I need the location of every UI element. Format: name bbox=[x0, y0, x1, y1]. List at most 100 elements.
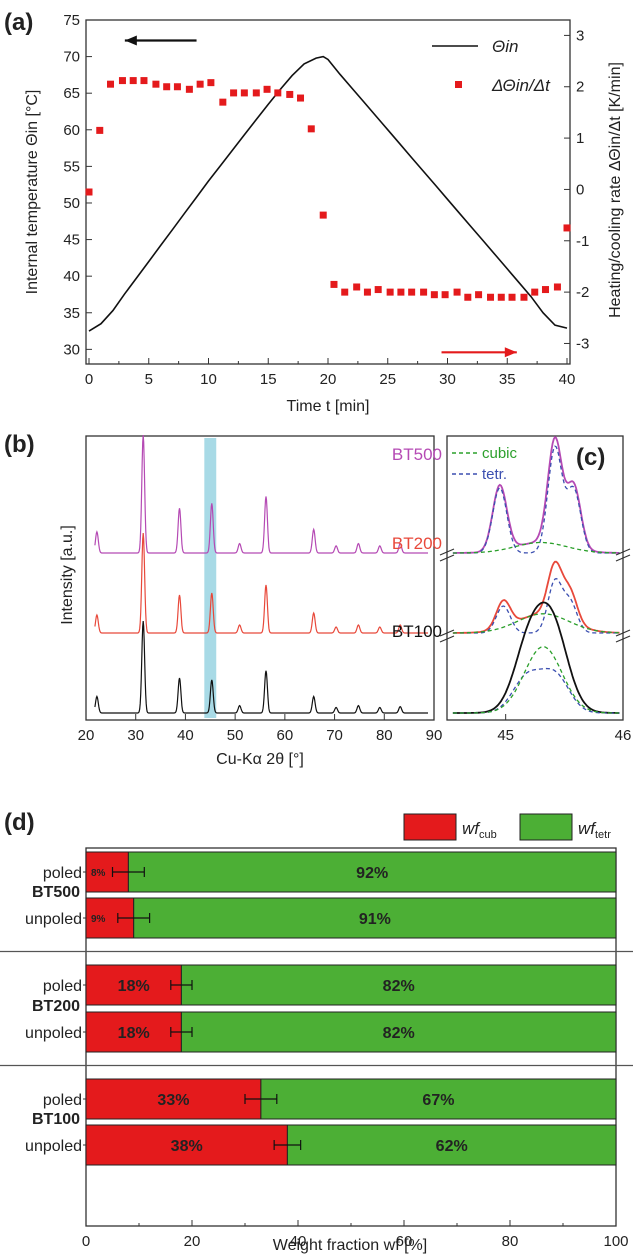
series-point-rate bbox=[219, 98, 227, 106]
panel-b-frame bbox=[85, 435, 435, 721]
panel-a-y2label: Heating/cooling rate ΔΘin/Δt [K/min] bbox=[607, 62, 624, 318]
panel-a-ylabel: Internal temperature Θin [°C] bbox=[24, 90, 41, 295]
legend-swatch-tetr bbox=[519, 813, 573, 841]
highlight-band bbox=[204, 438, 217, 718]
a-xtick-label: 35 bbox=[499, 371, 516, 388]
a-y2tick-label: 2 bbox=[576, 79, 584, 96]
a-xtick-label: 30 bbox=[439, 371, 456, 388]
b-xtick-label: 60 bbox=[277, 727, 294, 744]
pattern-BT500 bbox=[94, 434, 428, 554]
arrow-head bbox=[504, 347, 517, 358]
c-xtick-label: 46 bbox=[615, 727, 632, 744]
bar-tetr bbox=[133, 897, 617, 939]
panel-d: (d) wfcub wftetr 8% 92% poled 9% 91% unpoled B… bbox=[0, 809, 633, 1254]
a-y2tick-label: -2 bbox=[576, 284, 589, 301]
series-point-rate bbox=[185, 85, 193, 93]
a-xtick-label: 0 bbox=[85, 371, 93, 388]
c-xtick-label: 45 bbox=[497, 727, 514, 744]
panel-c-frame bbox=[446, 435, 624, 721]
panel-b: (b) BT500 BT200 BT100 20 30 40 50 60 70 80 90 Int… bbox=[4, 431, 442, 768]
fit-tetr-BT100 bbox=[452, 667, 620, 714]
series-point-rate bbox=[230, 89, 238, 97]
b-xtick-label: 50 bbox=[227, 727, 244, 744]
legend-swatch-cub bbox=[403, 813, 457, 841]
series-point-rate bbox=[420, 288, 428, 296]
series-point-rate bbox=[163, 83, 171, 91]
series-point-rate bbox=[464, 293, 472, 301]
bar-row-label: poled bbox=[43, 978, 82, 995]
bar-tetr bbox=[180, 1011, 617, 1053]
a-ytick-label: 60 bbox=[63, 122, 80, 139]
bar-label-cub: 8% bbox=[91, 868, 106, 879]
bar-label-cub: 18% bbox=[118, 1025, 150, 1042]
a-y2tick-label: -3 bbox=[576, 335, 589, 352]
series-point-rate bbox=[263, 85, 271, 93]
pattern-label-BT500: BT500 bbox=[392, 445, 442, 464]
series-point-rate bbox=[497, 293, 505, 301]
a-xtick-label: 5 bbox=[145, 371, 153, 388]
fit-measured-BT200 bbox=[452, 560, 620, 634]
b-xtick-label: 70 bbox=[326, 727, 343, 744]
panel-c-label: (c) bbox=[576, 444, 605, 471]
series-point-rate bbox=[386, 288, 394, 296]
series-point-rate bbox=[129, 77, 137, 85]
bar-label-cub: 18% bbox=[118, 978, 150, 995]
a-y2tick-label: -1 bbox=[576, 233, 589, 250]
d-xtick-label: 0 bbox=[82, 1233, 90, 1250]
arrow-head bbox=[124, 35, 137, 46]
pattern-BT100 bbox=[94, 620, 428, 714]
b-xtick-label: 90 bbox=[426, 727, 443, 744]
a-ytick-label: 40 bbox=[63, 268, 80, 285]
bar-cub bbox=[85, 1124, 288, 1166]
a-xtick-label: 15 bbox=[260, 371, 277, 388]
series-point-rate bbox=[274, 89, 282, 97]
series-point-rate bbox=[541, 286, 549, 294]
panel-d-xlabel: Weight fraction wf [%] bbox=[273, 1237, 427, 1254]
fit-tetr-BT200 bbox=[452, 577, 620, 634]
panel-c: (c) cubic tetr. 45 46 bbox=[439, 435, 632, 744]
bar-tetr bbox=[286, 1124, 617, 1166]
series-point-rate bbox=[563, 224, 571, 232]
bar-tetr bbox=[260, 1078, 617, 1120]
series-point-rate bbox=[487, 293, 495, 301]
bar-label-tetr: 62% bbox=[436, 1138, 468, 1155]
pattern-BT200 bbox=[94, 532, 428, 634]
series-point-rate bbox=[408, 288, 416, 296]
b-xtick-label: 30 bbox=[127, 727, 144, 744]
series-point-rate bbox=[196, 80, 204, 88]
bar-cub bbox=[85, 1078, 262, 1120]
fit-measured-BT100 bbox=[452, 601, 620, 714]
bar-row-label: unpoled bbox=[25, 911, 82, 928]
series-point-rate bbox=[85, 188, 93, 196]
b-xtick-label: 20 bbox=[78, 727, 95, 744]
legend-label-theta: Θin bbox=[492, 37, 518, 56]
series-point-rate bbox=[330, 280, 338, 288]
legend-label-tetr: wftetr bbox=[578, 819, 611, 841]
bar-row-label: poled bbox=[43, 865, 82, 882]
series-point-rate bbox=[453, 288, 461, 296]
series-point-rate bbox=[252, 89, 260, 97]
panel-a: (a) 0 5 10 15 20 25 30 35 4030354045505560657075… bbox=[4, 9, 624, 415]
a-xtick-label: 10 bbox=[200, 371, 217, 388]
fit-cubic-BT200 bbox=[452, 613, 620, 634]
series-point-rate bbox=[118, 77, 126, 85]
group-label-BT200: BT200 bbox=[32, 998, 80, 1015]
series-point-rate bbox=[353, 283, 361, 291]
series-point-rate bbox=[107, 80, 115, 88]
a-ytick-label: 55 bbox=[63, 158, 80, 175]
panel-b-label: (b) bbox=[4, 431, 35, 458]
bar-label-cub: 33% bbox=[157, 1092, 189, 1109]
bar-cub bbox=[85, 1011, 182, 1053]
series-point-rate bbox=[341, 288, 349, 296]
fit-tetr-BT500 bbox=[452, 445, 620, 554]
legend-label-tetr: tetr. bbox=[482, 466, 507, 483]
legend-label-rate: ΔΘin/Δt bbox=[491, 76, 551, 95]
a-ytick-label: 35 bbox=[63, 305, 80, 322]
a-ytick-label: 30 bbox=[63, 341, 80, 358]
series-point-rate bbox=[520, 293, 528, 301]
series-point-rate bbox=[374, 286, 382, 294]
bar-label-tetr: 82% bbox=[383, 978, 415, 995]
a-y2tick-label: 3 bbox=[576, 27, 584, 44]
bar-tetr bbox=[180, 964, 617, 1006]
